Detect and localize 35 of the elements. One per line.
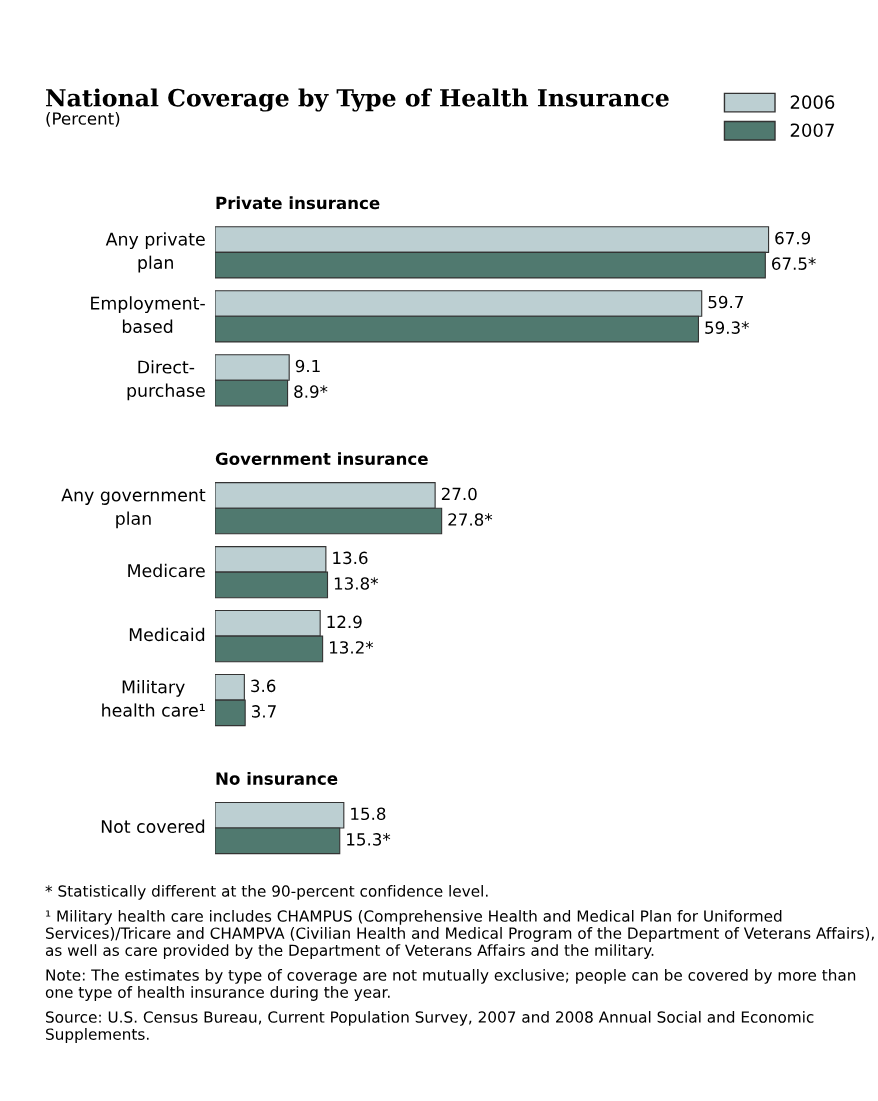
y-tick-label: Medicare: [128, 563, 205, 578]
legend-label: 2006: [790, 95, 835, 109]
legend-label: 2007: [790, 123, 834, 138]
data-label: 3.6: [251, 679, 276, 693]
data-label: 27.8*: [448, 513, 493, 526]
data-label: 13.8*: [334, 577, 379, 590]
y-tick-label: Any government plan: [61, 488, 206, 529]
data-label: 3.7: [251, 705, 276, 718]
y-tick-label: Employment- based: [91, 296, 205, 334]
y-tick-label: Medicaid: [129, 627, 205, 642]
y-tick-label: Private insurance: [216, 196, 380, 210]
text: * Statistically different at the 90-percent confidence level.: [45, 885, 488, 900]
y-tick-label: Direct- purchase: [127, 360, 205, 401]
source-note: Source: U.S. Census Bureau, Current Population Survey, 2007 and 2008 Annual Social and Economic Supplements.: [46, 1011, 814, 1043]
text: Note: The estimates by type of coverage are not mutually exclusive; people can be covered by more than one type of health insurance during the year.: [45, 969, 856, 1001]
data-label: 27.0: [441, 487, 477, 501]
data-label: 67.5*: [772, 257, 816, 270]
chart-title: National Coverage by Type of Health Insurance: [46, 88, 669, 112]
data-label: 59.7: [708, 295, 743, 309]
data-label: 15.8: [351, 807, 386, 821]
data-label: 9.1: [295, 359, 320, 373]
text: ¹ Military health care includes CHAMPUS (Comprehensive Health and Medical Plan for Uniformed Services)/Tricare and CHAMPVA (Civilian Health and Medical Program of the Department of Veterans Affairs), as well as care provided by the Department of Veterans Affairs and the military.: [45, 910, 874, 959]
data-label: 13.2*: [330, 641, 374, 654]
data-label: 8.9*: [294, 385, 328, 398]
y-tick-label: No insurance: [216, 771, 338, 785]
data-label: 12.9: [327, 615, 362, 629]
data-label: 67.9: [775, 231, 811, 245]
data-label: 59.3*: [705, 321, 749, 334]
y-tick-label: Any private plan: [105, 232, 205, 273]
y-tick-label: Not covered: [101, 819, 205, 834]
y-tick-label: Military health care¹: [102, 679, 205, 717]
data-label: 15.3*: [347, 833, 391, 846]
y-tick-label: Government insurance: [215, 452, 428, 466]
chart-subtitle: (Percent): [46, 111, 120, 127]
data-label: 13.6: [333, 551, 368, 565]
